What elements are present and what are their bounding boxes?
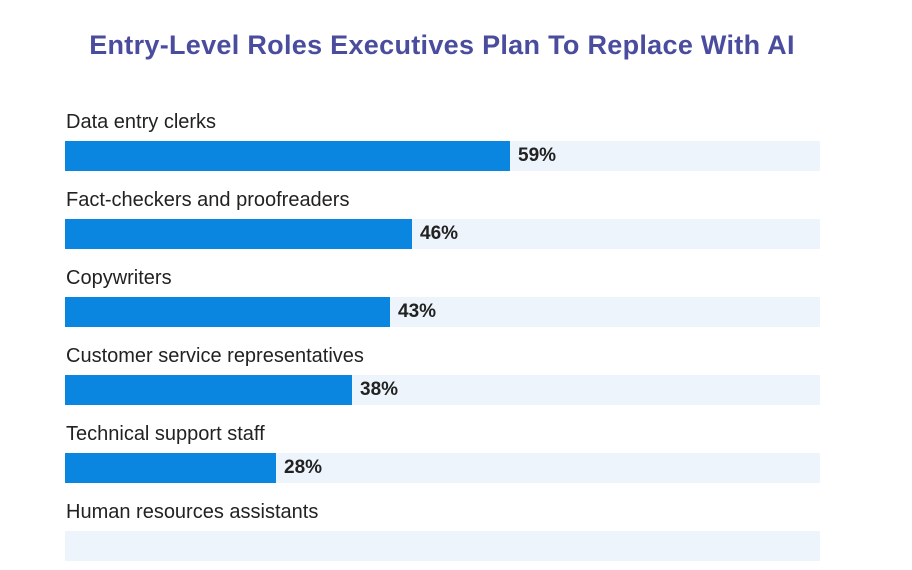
category-label: Data entry clerks (66, 111, 217, 133)
bar-track: 38% (65, 375, 820, 405)
category-label: Human resources assistants (66, 501, 319, 523)
value-label: 46% (420, 223, 459, 244)
bar-track: 43% (65, 297, 820, 327)
chart-title: Entry-Level Roles Executives Plan To Rep… (89, 30, 795, 60)
category-label: Fact-checkers and proofreaders (66, 189, 350, 211)
bar-row: Technical support staff 28% (65, 422, 820, 492)
bar (65, 297, 390, 327)
bar-track: 46% (65, 219, 820, 249)
category-label: Technical support staff (66, 423, 265, 445)
bar-row: Data entry clerks 59% (65, 110, 820, 180)
bar-row: Customer service representatives 38% (65, 344, 820, 414)
bar (65, 453, 276, 483)
value-label: 28% (284, 457, 323, 478)
bar-rows: Data entry clerks 59% Fact-checkers and pr… (65, 0, 820, 561)
bar (65, 219, 412, 249)
value-label: 43% (398, 301, 437, 322)
bar-row: Fact-checkers and proofreaders 46% (65, 188, 820, 258)
bar (65, 141, 510, 171)
category-label: Customer service representatives (66, 345, 364, 367)
value-label: 38% (360, 379, 399, 400)
bar-row: Copywriters 43% (65, 266, 820, 336)
bar-track: 28% (65, 453, 820, 483)
bar-track (65, 531, 820, 561)
value-label: 59% (518, 145, 557, 166)
bar (65, 375, 352, 405)
bar-track: 59% (65, 141, 820, 171)
category-label: Copywriters (66, 267, 172, 289)
bar-row: Human resources assistants (65, 500, 820, 570)
